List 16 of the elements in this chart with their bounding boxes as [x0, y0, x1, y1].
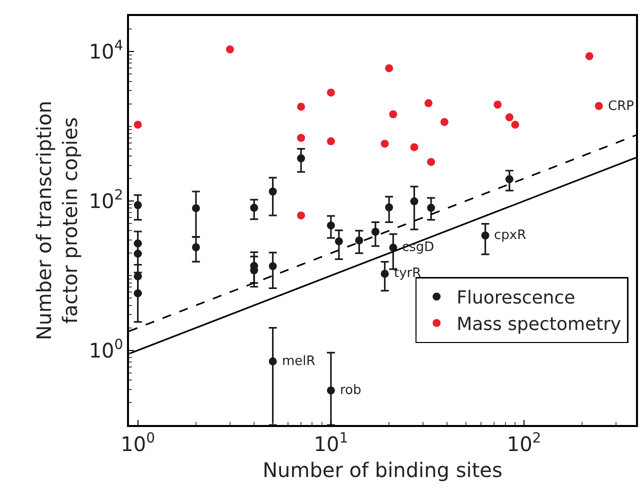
- annotation: csgD: [402, 240, 434, 255]
- annotation: tyrR: [394, 266, 422, 281]
- y-tick-label: 10$^{0}$: [88, 336, 124, 362]
- annotation: CRP: [608, 99, 634, 114]
- y-tick-label: 10$^{4}$: [88, 38, 124, 64]
- annotation: melR: [282, 354, 316, 369]
- legend-label: Fluorescence: [456, 288, 576, 309]
- x-axis-title: Number of binding sites: [262, 458, 502, 482]
- x-tick-label: 10$^{2}$: [506, 430, 542, 456]
- x-tick-label: 10$^{0}$: [120, 430, 156, 456]
- x-tick-label: 10$^{1}$: [314, 430, 348, 456]
- y-tick-label: 10$^{2}$: [88, 188, 124, 213]
- annotation: cpxR: [494, 228, 526, 243]
- annotation: rob: [340, 383, 362, 398]
- legend-label: Mass spectometry: [456, 314, 622, 336]
- y-axis-title: Number of transcription factor protein copies: [32, 100, 82, 340]
